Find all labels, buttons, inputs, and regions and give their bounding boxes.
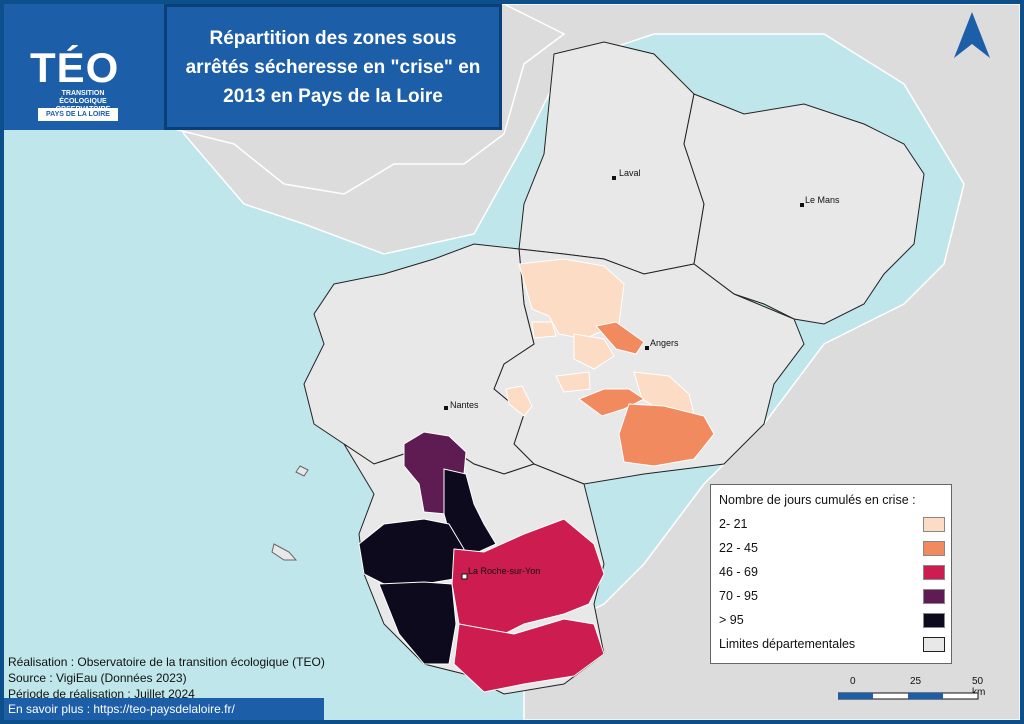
zone-22-45-c bbox=[618, 403, 715, 467]
legend-swatch bbox=[923, 541, 945, 556]
zone-46-69-south bbox=[453, 618, 605, 693]
city-marker-laval: Laval bbox=[612, 168, 641, 180]
city-marker-angers: Angers bbox=[645, 338, 679, 350]
zone-22-45-a bbox=[595, 321, 645, 355]
island-yeu bbox=[295, 465, 309, 477]
legend-item: > 95 bbox=[719, 611, 945, 631]
legend-swatch bbox=[923, 589, 945, 604]
legend-swatch bbox=[923, 565, 945, 580]
logo-badge: PAYS DE LA LOIRE bbox=[38, 108, 118, 121]
legend-label: 70 - 95 bbox=[719, 589, 758, 603]
legend-label: 46 - 69 bbox=[719, 565, 758, 579]
credit-line: Période de réalisation : Juillet 2024 bbox=[8, 687, 195, 701]
legend-swatch bbox=[923, 637, 945, 652]
city-marker-la-roche: La Roche-sur-Yon bbox=[461, 566, 540, 580]
city-label-la-roche-sur-yon: La Roche-sur-Yon bbox=[468, 566, 540, 576]
credit-line: Source : VigiEau (Données 2023) bbox=[8, 671, 187, 685]
legend-label: > 95 bbox=[719, 613, 744, 627]
zone-2-21-d bbox=[505, 385, 533, 417]
zone-2-21-c bbox=[555, 371, 591, 393]
zone-95-south bbox=[378, 581, 457, 665]
link-bar[interactable]: En savoir plus : https://teo-paysdelaloi… bbox=[4, 698, 324, 720]
legend-label: 2- 21 bbox=[719, 517, 748, 531]
legend-label: 22 - 45 bbox=[719, 541, 758, 555]
city-label-nantes: Nantes bbox=[450, 400, 479, 410]
more-info-link[interactable]: En savoir plus : https://teo-paysdelaloi… bbox=[8, 702, 235, 716]
teo-logo: TÉO TRANSITION ÉCOLOGIQUE OBSERVATOIRE P… bbox=[4, 4, 164, 130]
scale-bar-graphic bbox=[838, 692, 979, 700]
legend-swatch bbox=[923, 613, 945, 628]
map-frame: Laval Le Mans Angers Nantes La Roche-sur… bbox=[4, 4, 1020, 720]
legend-swatch bbox=[923, 517, 945, 532]
legend-item: 70 - 95 bbox=[719, 587, 945, 607]
legend-item: Limites départementales bbox=[719, 635, 945, 655]
city-marker-nantes: Nantes bbox=[444, 400, 479, 410]
scale-tick: 0 bbox=[850, 676, 856, 687]
legend-item: 22 - 45 bbox=[719, 539, 945, 559]
credits: Réalisation : Observatoire de la transit… bbox=[8, 654, 325, 702]
scale-tick: 50 km bbox=[972, 676, 986, 698]
zone-22-45-b bbox=[577, 388, 645, 417]
dept-sarthe bbox=[683, 93, 925, 325]
zone-2-21-a bbox=[531, 321, 557, 339]
map-title: Répartition des zones sous arrêtés séche… bbox=[185, 27, 481, 107]
city-marker-le-mans: Le Mans bbox=[800, 195, 840, 207]
scale-tick: 25 bbox=[910, 676, 922, 687]
logo-name: TÉO bbox=[30, 44, 120, 91]
island-noirmoutier bbox=[271, 543, 298, 561]
title-box: Répartition des zones sous arrêtés séche… bbox=[164, 4, 502, 130]
city-label-angers: Angers bbox=[650, 338, 679, 348]
legend-item: 2- 21 bbox=[719, 515, 945, 535]
north-arrow-icon bbox=[954, 12, 990, 58]
legend-boundary-label: Limites départementales bbox=[719, 637, 856, 651]
city-label-laval: Laval bbox=[619, 168, 641, 178]
zone-2-21-b bbox=[573, 333, 615, 370]
legend-title: Nombre de jours cumulés en crise : bbox=[719, 493, 916, 507]
legend: Nombre de jours cumulés en crise : 2- 21… bbox=[710, 484, 952, 664]
city-label-le-mans: Le Mans bbox=[805, 195, 840, 205]
scale-bar: 0 25 50 km bbox=[834, 676, 994, 706]
credit-line: Réalisation : Observatoire de la transit… bbox=[8, 655, 325, 669]
legend-item: 46 - 69 bbox=[719, 563, 945, 583]
